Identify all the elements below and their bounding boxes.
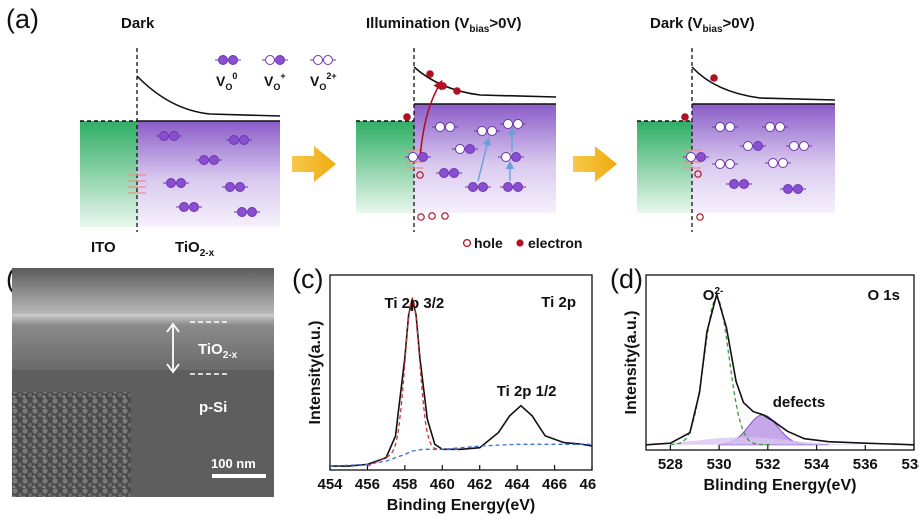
panel-a-schematic: Dark Illumination (Vbias>0V) Dark (Vbias… (80, 15, 836, 258)
x-tick-label: 538 (901, 456, 919, 473)
peak2-label: Ti 2p 1/2 (497, 383, 557, 400)
legend-symbols (215, 55, 336, 65)
scale-bar (212, 474, 266, 478)
electron-label: electron (528, 235, 582, 251)
ito-label: ITO (91, 239, 116, 256)
hole-label: hole (474, 235, 503, 251)
x-tick-label: 532 (755, 456, 780, 473)
panel-c-letter: (c) (292, 264, 324, 294)
background-line (329, 443, 592, 467)
xps-o1s-chart: 528 530 532 534 536 538 Blinding Energy(eV) Int… (623, 274, 919, 494)
x-axis-label: Blinding Energy(eV) (704, 477, 857, 494)
x-tick-label: 460 (430, 476, 455, 493)
x-tick-label: 458 (392, 476, 417, 493)
x-tick-label: 464 (505, 476, 531, 493)
process-arrow-1 (292, 146, 336, 182)
fit-line (367, 296, 460, 467)
panel-a-letter: (a) (6, 4, 39, 34)
x-tick-label: 468 (579, 476, 596, 493)
scalebar-label: 100 nm (211, 456, 256, 471)
baseline-area (670, 437, 914, 445)
stage2-title: Illumination (Vbias>0V) (366, 15, 521, 35)
legend-vo2: VO2+ (310, 71, 337, 92)
plot-frame (329, 274, 593, 471)
layer-label: TiO2-x (198, 341, 238, 361)
tio-block (137, 121, 280, 227)
chart-tag: Ti 2p (541, 294, 576, 311)
x-axis-label: Binding Energy(eV) (387, 497, 535, 514)
sem-inset (12, 392, 131, 497)
legend-vo1: VO+ (264, 71, 286, 92)
band-bending (136, 75, 281, 117)
stage-dark-bias (637, 48, 836, 232)
peak1-label: O2- (703, 286, 724, 304)
x-tick-label: 534 (804, 456, 830, 473)
substrate-label: p-Si (199, 399, 227, 416)
panel-d-letter: (d) (610, 264, 643, 294)
stage-dark (80, 48, 281, 232)
x-tick-label: 454 (317, 476, 343, 493)
ito-block (80, 121, 137, 227)
stage1-title: Dark (121, 15, 155, 32)
y-axis-label: Intensity(a.u.) (307, 320, 324, 424)
x-tick-label: 536 (853, 456, 878, 473)
x-tick-label: 462 (467, 476, 492, 493)
plot-frame (645, 274, 915, 451)
chart-tag: O 1s (867, 287, 900, 304)
x-tick-label: 466 (542, 476, 567, 493)
tio-label: TiO2-x (175, 239, 215, 258)
peak2-label: defects (773, 394, 826, 411)
y-axis-label: Intensity(a.u.) (623, 310, 640, 414)
x-tick-label: 528 (658, 456, 683, 473)
legend-vo0: VO0 (216, 71, 237, 92)
data-line (330, 298, 593, 467)
data-line (645, 291, 915, 446)
peak1-label: Ti 2p 3/2 (384, 295, 444, 312)
vo0-defects (156, 131, 260, 217)
sem-image: TiO2-x p-Si 100 nm (12, 268, 274, 497)
x-tick-label: 456 (355, 476, 380, 493)
process-arrow-2 (573, 146, 617, 182)
stage3-title: Dark (Vbias>0V) (650, 15, 755, 35)
stage-illumination (356, 48, 557, 232)
x-tick-label: 530 (707, 456, 732, 473)
xps-ti2p-chart: 454 456 458 460 462 464 466 468 Binding Energy(e… (307, 274, 596, 514)
